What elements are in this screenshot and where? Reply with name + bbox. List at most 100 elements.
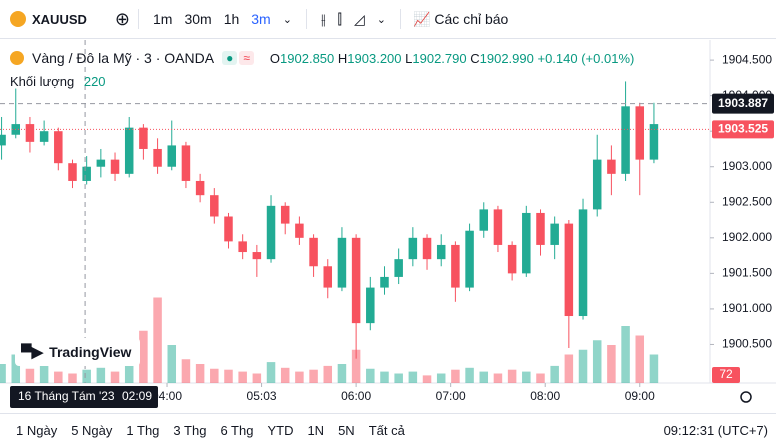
volume-bar xyxy=(635,335,645,383)
crosshair-price-label: 1903.887 xyxy=(718,96,768,110)
volume-bar xyxy=(181,359,191,383)
symbol-icon xyxy=(10,11,26,27)
candle-body xyxy=(39,131,49,142)
interval[interactable]: 1h xyxy=(223,11,240,27)
candle-body xyxy=(507,244,517,274)
indicators-icon[interactable]: 📈 xyxy=(412,10,431,27)
volume-bar xyxy=(39,365,49,383)
volume-bar xyxy=(507,369,517,383)
status[interactable]: ≈ xyxy=(239,51,254,65)
volume-tag-label: 72 xyxy=(719,367,733,381)
interval-menu[interactable]: ⌄ xyxy=(282,13,292,26)
candle-body xyxy=(252,252,262,260)
volume-bar xyxy=(578,349,588,383)
range[interactable]: 5N xyxy=(338,422,355,438)
candle-body xyxy=(337,237,347,288)
volume-bar xyxy=(536,373,545,383)
candle-body xyxy=(578,209,588,317)
candle-body xyxy=(493,209,503,245)
brand[interactable]: ▀▶ TradingView xyxy=(15,338,140,366)
brand-logo: ▀▶ xyxy=(21,344,44,361)
style-menu[interactable]: ⌄ xyxy=(376,13,386,26)
candle-body xyxy=(394,259,403,277)
volume-bar xyxy=(252,373,262,383)
volume-bar xyxy=(479,371,489,383)
legend-title: Vàng / Đô la Mỹ · 3 · OANDA xyxy=(32,50,215,66)
separator xyxy=(138,9,139,29)
separator xyxy=(305,9,307,29)
ohlc-key: C xyxy=(470,50,480,66)
volume-bar xyxy=(280,367,290,383)
clock: 09:12:31 (UTC+7) xyxy=(663,422,768,438)
volume-bar xyxy=(607,345,616,383)
volume-bar xyxy=(380,371,389,383)
range[interactable]: 3 Thg xyxy=(173,422,207,438)
volume-bar xyxy=(522,371,531,383)
volume-bar xyxy=(592,340,602,383)
volume-tag xyxy=(712,367,740,383)
y-tick-label: 1904.500 xyxy=(722,52,772,66)
ohlc-key: H xyxy=(337,50,348,66)
range[interactable]: YTD xyxy=(267,422,294,438)
candle-body xyxy=(479,209,489,231)
bar-style[interactable]: ⫲ xyxy=(320,10,326,27)
volume-bar xyxy=(25,368,35,383)
last-price-label: 1903.525 xyxy=(718,122,768,136)
ohlc-value: 1902.850 xyxy=(280,50,335,66)
volume-bar xyxy=(210,368,219,383)
volume-bar xyxy=(323,365,333,383)
crosshair-time: 02:09 xyxy=(122,389,152,403)
range[interactable]: Tất cả xyxy=(368,422,405,438)
candle-body xyxy=(124,127,134,174)
volume-bar xyxy=(68,373,77,383)
area-style[interactable]: ◿ xyxy=(353,10,365,27)
indicators[interactable]: Các chỉ báo xyxy=(434,11,509,27)
y-tick-label: 1902.000 xyxy=(722,230,772,244)
candle-body xyxy=(96,159,106,167)
volume-bar xyxy=(224,369,233,383)
change: +0.140 (+0.01%) xyxy=(537,50,635,66)
status[interactable]: ● xyxy=(222,51,238,65)
interval[interactable]: 30m xyxy=(184,11,212,27)
range[interactable]: 5 Ngày xyxy=(71,422,113,438)
range[interactable]: 1N xyxy=(307,422,325,438)
volume-bar xyxy=(54,371,63,383)
volume-bar xyxy=(309,369,318,383)
settings-icon xyxy=(740,391,752,403)
candle-body xyxy=(224,216,233,242)
interval[interactable]: 3m xyxy=(251,11,271,27)
volume-bar xyxy=(96,367,106,383)
volume-bar xyxy=(195,364,205,383)
candle-body xyxy=(635,106,645,160)
x-tick-label: 08:00 xyxy=(530,389,560,403)
volume-bar xyxy=(11,354,21,383)
candle-body xyxy=(181,145,191,181)
range[interactable]: 1 Thg xyxy=(126,422,160,438)
candle-style[interactable]: ⫿ xyxy=(337,10,342,27)
add-symbol[interactable]: ⊕ xyxy=(114,8,130,29)
candle-body xyxy=(153,148,162,167)
candle-body xyxy=(465,230,474,288)
range[interactable]: 1 Ngày xyxy=(16,422,58,438)
candle-body xyxy=(422,237,432,260)
interval[interactable]: 1m xyxy=(153,11,173,27)
crosshair-price-tag xyxy=(712,93,774,114)
y-tick-label: 1901.500 xyxy=(722,266,772,280)
candle-body xyxy=(550,223,559,245)
candle-body xyxy=(522,212,531,274)
candle-body xyxy=(54,131,63,164)
volume-bar xyxy=(493,373,503,383)
candle-body xyxy=(0,134,6,146)
volume-bar xyxy=(649,354,659,383)
volume-bar xyxy=(139,330,148,383)
toolbar: XAUUSD ⊕ 1m 30m 1h 3m ⌄ ⫲ ⫿ ◿ ⌄ 📈 Các ch… xyxy=(0,0,776,39)
symbol[interactable]: XAUUSD xyxy=(32,11,87,27)
volume-bar xyxy=(82,369,91,383)
y-tick-label: 1901.000 xyxy=(722,301,772,315)
range-bar: 1 Ngày 5 Ngày 1 Thg 3 Thg 6 Thg YTD 1N 5… xyxy=(0,413,776,446)
candle-body xyxy=(649,124,659,160)
candle-body xyxy=(110,159,120,174)
range[interactable]: 6 Thg xyxy=(220,422,254,438)
